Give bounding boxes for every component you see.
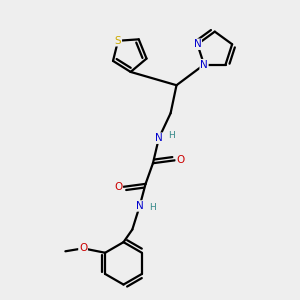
Text: N: N [155, 133, 163, 143]
Text: O: O [79, 243, 87, 253]
Text: N: N [136, 201, 144, 211]
Text: O: O [114, 182, 122, 192]
Text: H: H [149, 203, 155, 212]
Text: O: O [176, 155, 184, 165]
Text: N: N [194, 39, 201, 49]
Text: H: H [168, 131, 175, 140]
Text: S: S [115, 36, 121, 46]
Text: N: N [200, 60, 208, 70]
